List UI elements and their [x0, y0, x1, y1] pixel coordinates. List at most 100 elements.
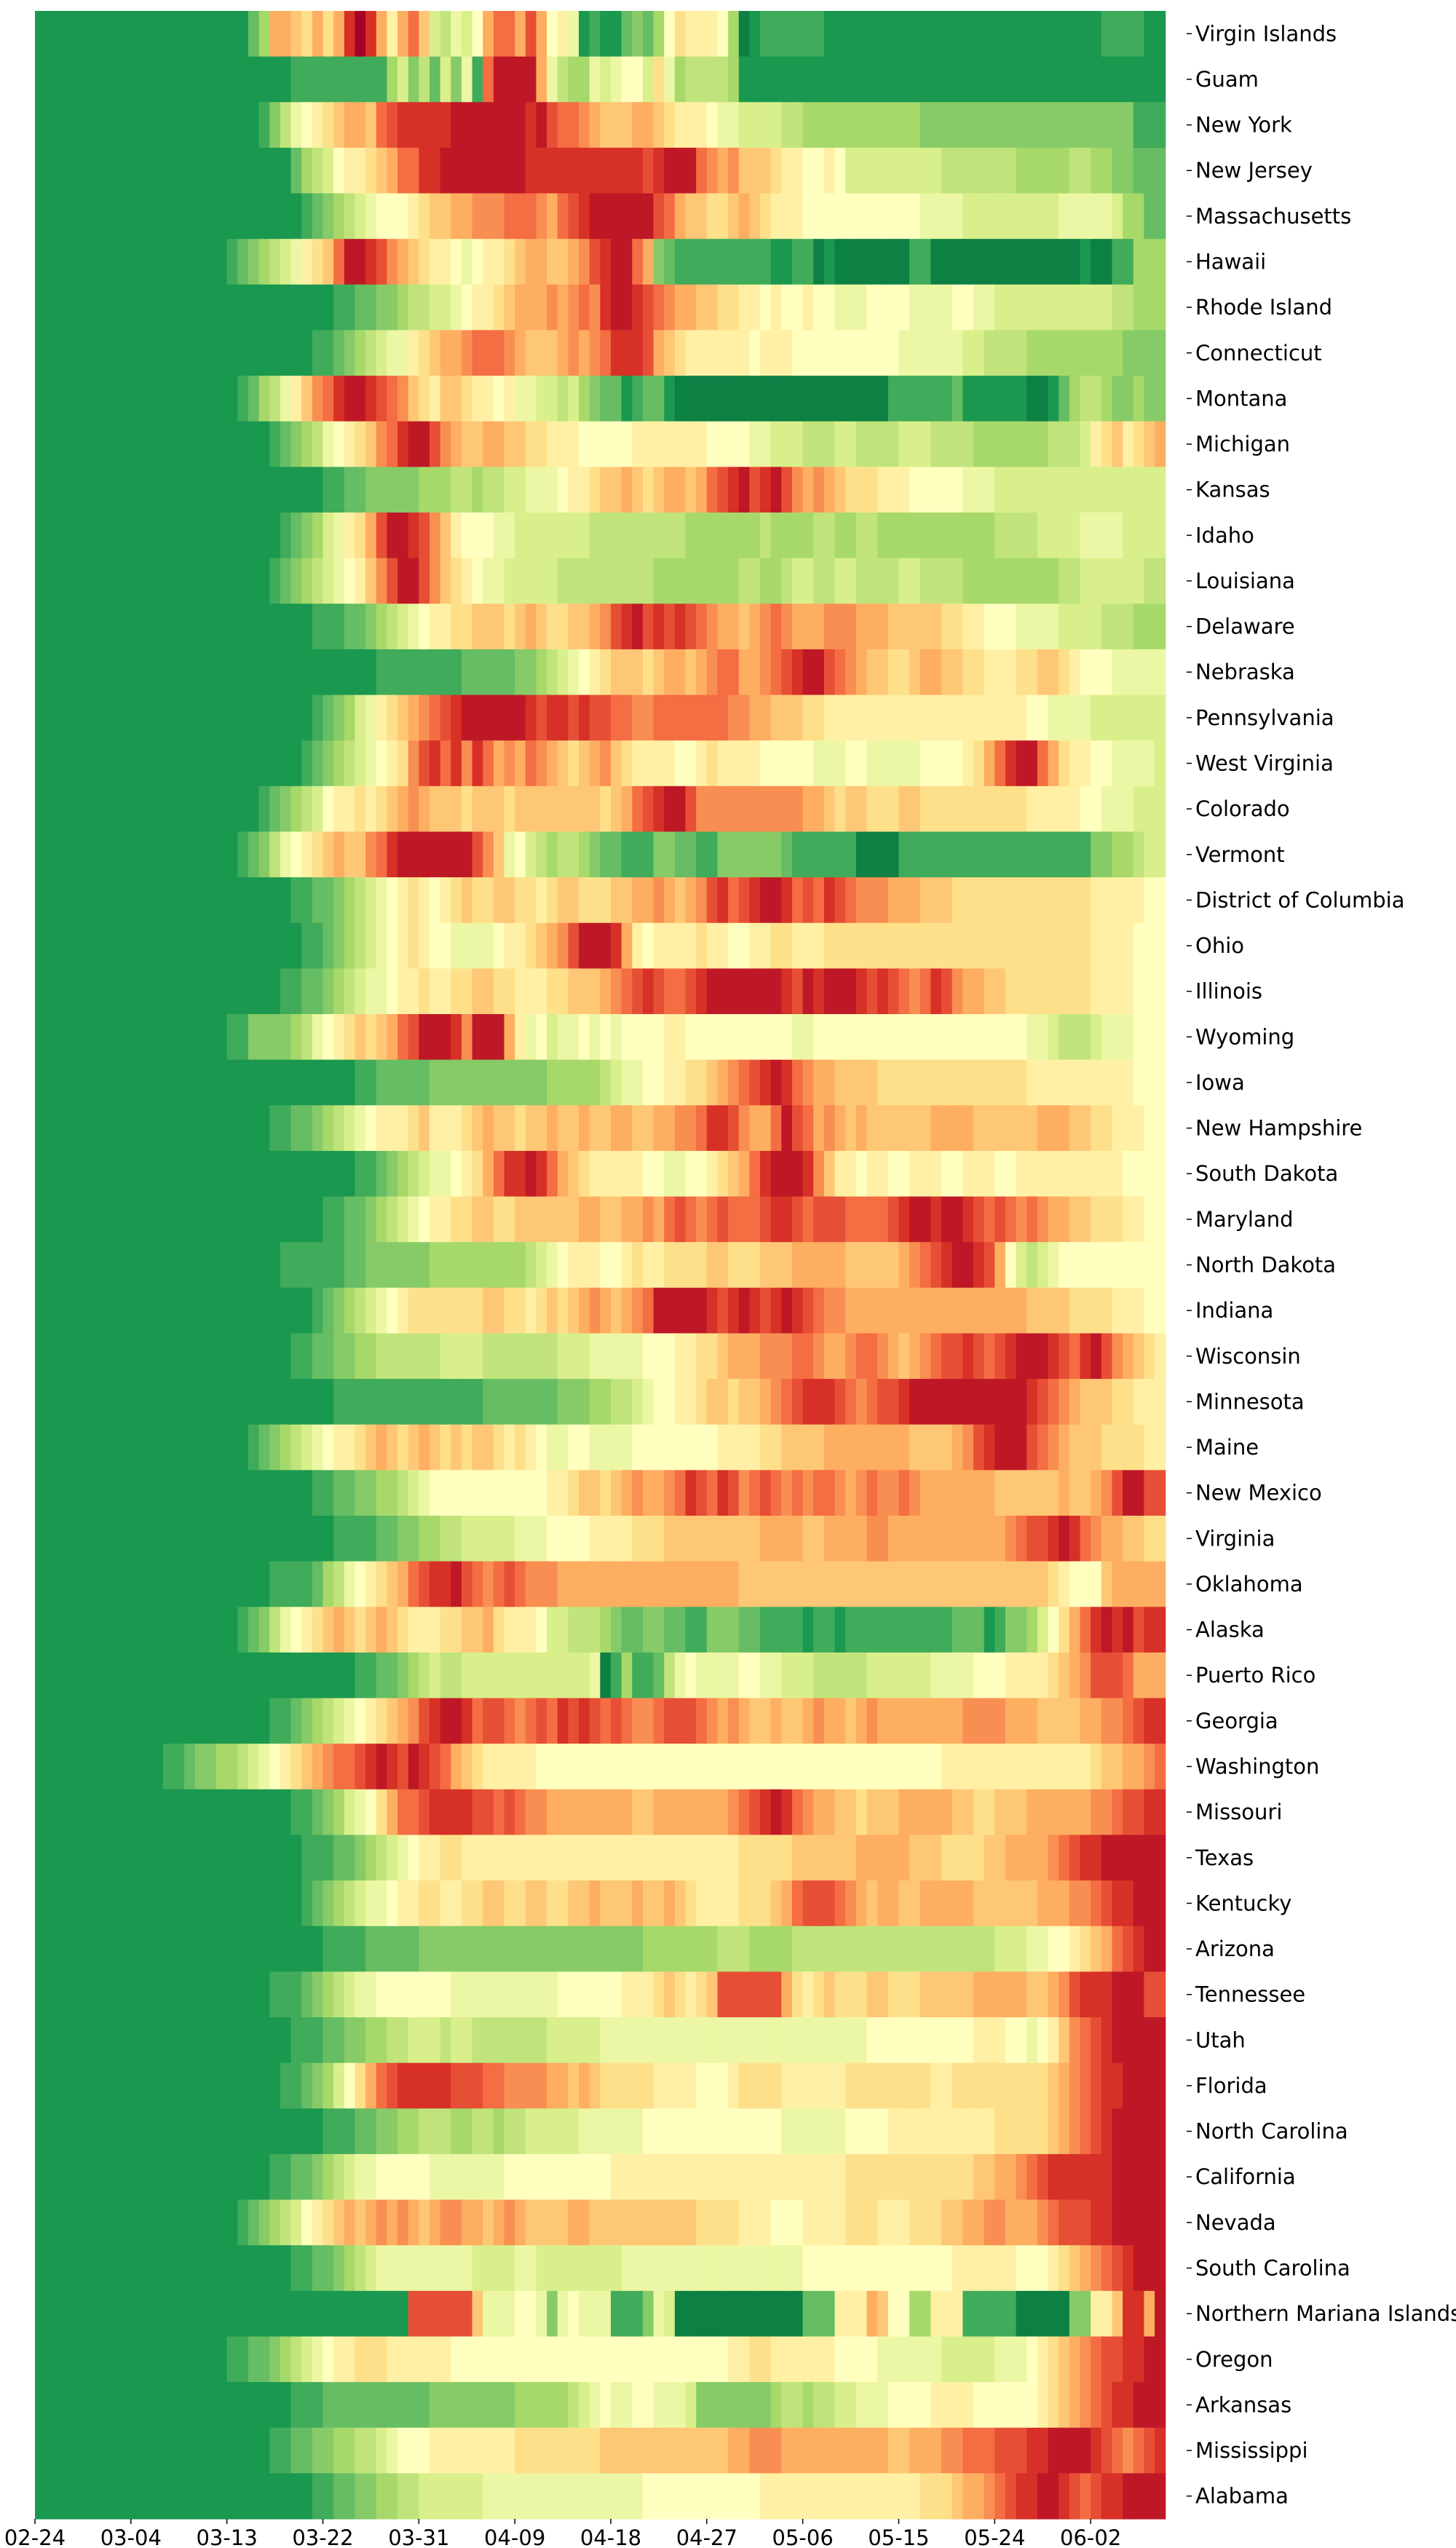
heatmap-cell [109, 1698, 121, 1744]
heatmap-cell [1026, 376, 1038, 422]
heatmap-cell [1144, 1744, 1155, 1790]
heatmap-cell [194, 421, 206, 467]
heatmap-cell [440, 330, 451, 376]
heatmap-cell [834, 1059, 846, 1106]
heatmap-cell [333, 2062, 345, 2109]
heatmap-cell [984, 1196, 995, 1243]
heatmap-cell [525, 1652, 537, 1699]
heatmap-cell [632, 147, 644, 194]
heatmap-cell [685, 831, 697, 878]
heatmap-cell [66, 284, 79, 331]
heatmap-cell [504, 1698, 515, 1744]
heatmap-cell [642, 102, 654, 149]
heatmap-cell [579, 1698, 590, 1744]
heatmap-cell [387, 2062, 398, 2109]
heatmap-cell [397, 831, 409, 878]
heatmap-cell [887, 239, 900, 285]
heatmap-cell [685, 284, 697, 331]
heatmap-cell [365, 1789, 377, 1836]
heatmap-cell [994, 1789, 1006, 1836]
heatmap-cell [269, 147, 281, 194]
heatmap-cell [855, 147, 868, 194]
heatmap-cell [728, 558, 740, 604]
heatmap-cell [984, 1516, 995, 1562]
heatmap-cell [408, 740, 419, 787]
heatmap-cell [130, 2017, 143, 2064]
heatmap-cell [770, 831, 782, 878]
heatmap-cell [173, 1744, 185, 1790]
heatmap-cell [866, 2062, 878, 2109]
heatmap-cell [962, 831, 974, 878]
heatmap-cell [1123, 604, 1134, 650]
heatmap-cell [696, 56, 708, 103]
heatmap-cell [483, 1287, 494, 1334]
heatmap-cell [88, 1424, 100, 1471]
heatmap-cell [536, 968, 547, 1015]
heatmap-cell [205, 558, 217, 604]
heatmap-cell [184, 193, 196, 240]
heatmap-cell [781, 1835, 793, 1881]
heatmap-cell [706, 740, 719, 787]
heatmap-cell [1005, 421, 1017, 467]
heatmap-cell [66, 1242, 79, 1289]
heatmap-cell [728, 604, 740, 650]
heatmap-cell [525, 1014, 537, 1061]
heatmap-cell [877, 695, 889, 741]
heatmap-cell [312, 102, 324, 149]
heatmap-cell [451, 740, 462, 787]
heatmap-cell [1123, 330, 1134, 376]
heatmap-cell [162, 1835, 175, 1881]
heatmap-cell [760, 1150, 772, 1198]
heatmap-cell [88, 56, 100, 103]
heatmap-cell [248, 1652, 260, 1699]
heatmap-cell [88, 421, 100, 467]
heatmap-cell [685, 1516, 697, 1562]
heatmap-cell [589, 1059, 601, 1106]
heatmap-cell [1069, 1242, 1081, 1289]
heatmap-cell [1101, 193, 1113, 240]
heatmap-cell [333, 1561, 345, 1607]
heatmap-cell [898, 922, 910, 969]
heatmap-cell [461, 376, 473, 422]
heatmap-cell [642, 649, 654, 696]
heatmap-cell [184, 1470, 196, 1516]
heatmap-cell [1080, 1971, 1091, 2018]
heatmap-cell [568, 1287, 579, 1334]
heatmap-cell [728, 2017, 740, 2064]
heatmap-cell [290, 1516, 302, 1562]
heatmap-cell [290, 102, 302, 149]
heatmap-cell [834, 1379, 846, 1425]
heatmap-cell [898, 649, 910, 696]
heatmap-cell [632, 2062, 644, 2109]
heatmap-cell [738, 1880, 751, 1927]
heatmap-cell [66, 1744, 79, 1790]
heatmap-cell [248, 649, 260, 696]
heatmap-cell [600, 239, 612, 285]
heatmap-cell [855, 558, 868, 604]
heatmap-cell [781, 1880, 793, 1927]
heatmap-cell [994, 1744, 1006, 1790]
heatmap-cell [887, 1105, 900, 1152]
heatmap-cell [1133, 330, 1145, 376]
heatmap-cell [1080, 1561, 1091, 1607]
heatmap-cell [1037, 604, 1049, 650]
heatmap-cell [162, 1379, 175, 1425]
heatmap-cell [589, 1971, 601, 2018]
heatmap-cell [515, 649, 526, 696]
heatmap-cell [216, 1196, 228, 1243]
heatmap-cell [226, 102, 238, 149]
heatmap-cell [802, 1926, 814, 1972]
heatmap-cell [1059, 1607, 1070, 1653]
heatmap-cell [88, 467, 100, 513]
heatmap-cell [1133, 1926, 1145, 1972]
heatmap-cell [1059, 1926, 1070, 1972]
heatmap-cell [1101, 831, 1113, 878]
heatmap-cell [823, 740, 836, 787]
heatmap-cell [664, 1652, 676, 1699]
heatmap-cell [472, 1880, 483, 1927]
heatmap-cell [951, 147, 963, 194]
heatmap-cell [323, 695, 334, 741]
heatmap-cell [397, 1744, 409, 1790]
heatmap-cell [664, 147, 676, 194]
heatmap-cell [802, 284, 814, 331]
